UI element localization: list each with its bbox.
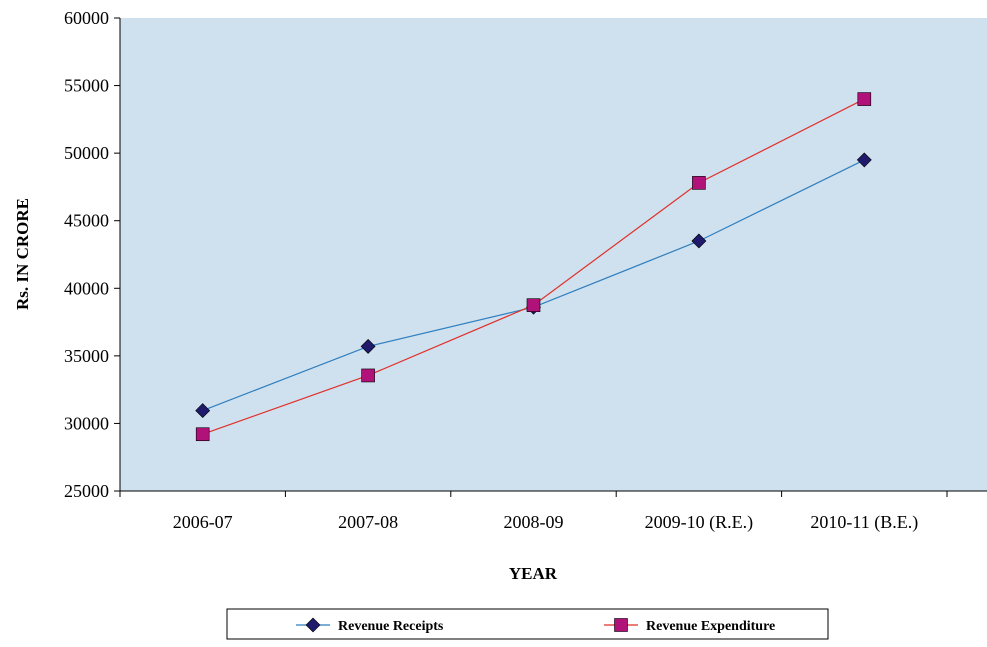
data-point-revenue-receipts bbox=[360, 338, 376, 354]
x-tick-label: 2007-08 bbox=[338, 512, 398, 532]
legend-swatch-marker bbox=[305, 617, 321, 633]
data-point-revenue-expenditure bbox=[195, 427, 210, 442]
legend-label: Revenue Receipts bbox=[338, 619, 444, 634]
y-tick-label: 25000 bbox=[64, 481, 109, 501]
data-point-revenue-receipts bbox=[195, 403, 211, 419]
data-point-revenue-expenditure bbox=[857, 92, 872, 106]
data-point-revenue-receipts bbox=[856, 152, 872, 168]
x-tick-labels: 2006-07 2007-08 2008-09 2009-10 (R.E.) 2010-… bbox=[173, 512, 919, 533]
y-tick-label: 40000 bbox=[64, 278, 109, 298]
legend-swatch-marker bbox=[614, 618, 628, 632]
data-point-revenue-expenditure bbox=[361, 368, 375, 383]
y-tick-label: 50000 bbox=[64, 143, 109, 163]
y-tick-label: 35000 bbox=[64, 346, 109, 366]
data-point-revenue-expenditure bbox=[526, 298, 541, 312]
x-tick-label: 2008-09 bbox=[504, 512, 564, 532]
y-tick-label: 45000 bbox=[64, 211, 109, 231]
plot-area bbox=[120, 18, 987, 491]
legend-box bbox=[226, 608, 829, 640]
x-tick-label: 2006-07 bbox=[173, 512, 233, 532]
axes bbox=[114, 17, 987, 497]
y-tick-label: 60000 bbox=[64, 8, 109, 28]
x-axis-title: YEAR bbox=[509, 564, 558, 583]
y-axis-title: Rs. IN CRORE bbox=[13, 198, 32, 310]
data-point-revenue-receipts bbox=[691, 233, 707, 249]
x-tick-label: 2009-10 (R.E.) bbox=[645, 512, 753, 533]
y-tick-labels: 25000 30000 35000 40000 45000 50000 55000 60000 bbox=[64, 8, 109, 501]
y-tick-label: 30000 bbox=[64, 413, 109, 433]
data-point-revenue-expenditure bbox=[692, 176, 706, 190]
legend: Revenue Receipts Revenue Expenditure bbox=[226, 608, 829, 640]
x-tick-label: 2010-11 (B.E.) bbox=[810, 512, 918, 533]
y-tick-label: 55000 bbox=[64, 76, 109, 96]
series-group bbox=[195, 92, 872, 442]
legend-label: Revenue Expenditure bbox=[646, 619, 775, 634]
